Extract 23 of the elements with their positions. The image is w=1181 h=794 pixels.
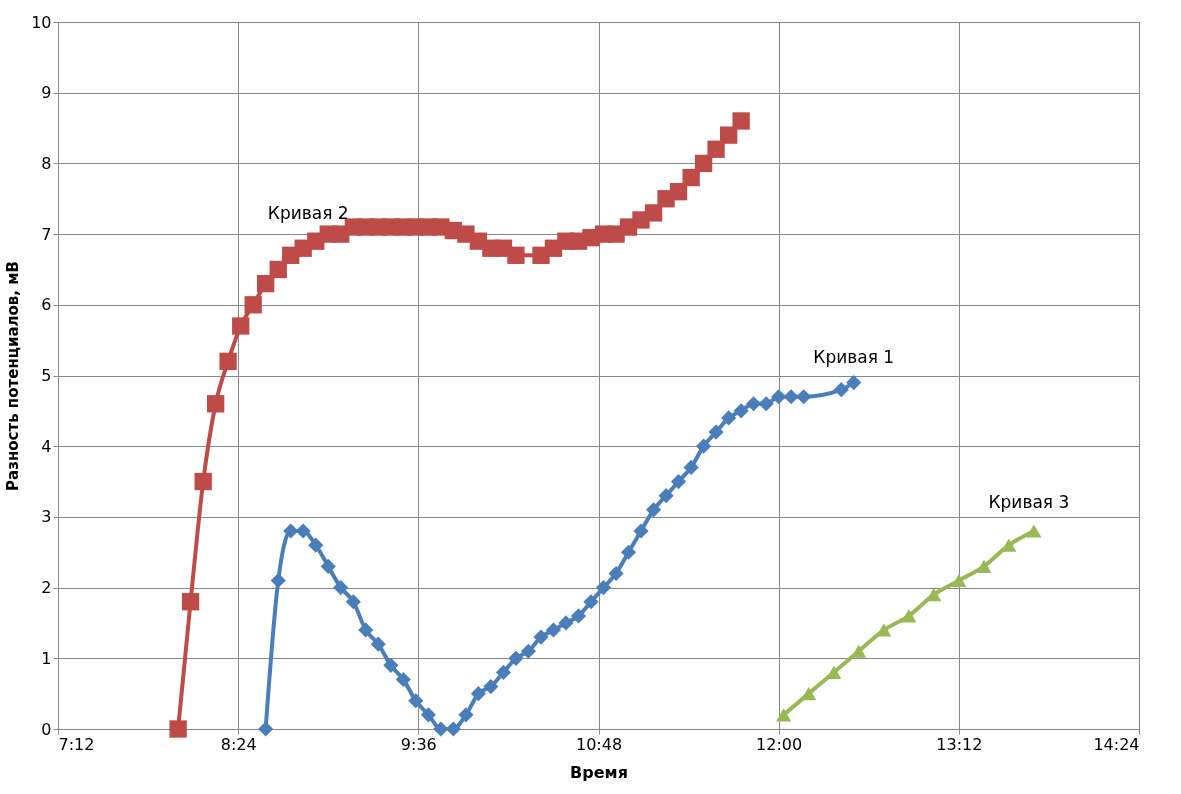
x-axis-title: Время <box>570 762 628 782</box>
y-tick-label: 5 <box>41 366 52 385</box>
x-tick-label: 8:24 <box>220 734 257 754</box>
x-tick-label: 14:24 <box>1093 734 1140 754</box>
y-tick-label: 8 <box>41 153 52 173</box>
y-tick-label: 7 <box>41 224 52 244</box>
y-tick-label: 1 <box>41 648 52 668</box>
y-tick-label: 3 <box>41 507 52 527</box>
y-tick-label: 2 <box>41 578 52 598</box>
y-tick-label: 4 <box>41 436 52 456</box>
y-tick-label: 0 <box>41 719 52 739</box>
y-tick-label: 9 <box>41 83 52 103</box>
x-tick-label: 10:48 <box>575 734 623 754</box>
y-tick-label: 6 <box>41 295 52 315</box>
series-label: Кривая 3 <box>988 492 1070 513</box>
x-tick-label: 9:36 <box>400 734 437 754</box>
x-tick-label: 13:12 <box>936 734 983 754</box>
series-label: Кривая 1 <box>813 346 895 367</box>
x-tick-label: 7:12 <box>58 734 95 754</box>
y-tick-label: 10 <box>31 12 52 32</box>
x-tick-label: 12:00 <box>756 734 803 754</box>
series-label: Кривая 2 <box>267 203 349 224</box>
y-axis-title: Разность потенциалов, мВ <box>4 261 23 491</box>
